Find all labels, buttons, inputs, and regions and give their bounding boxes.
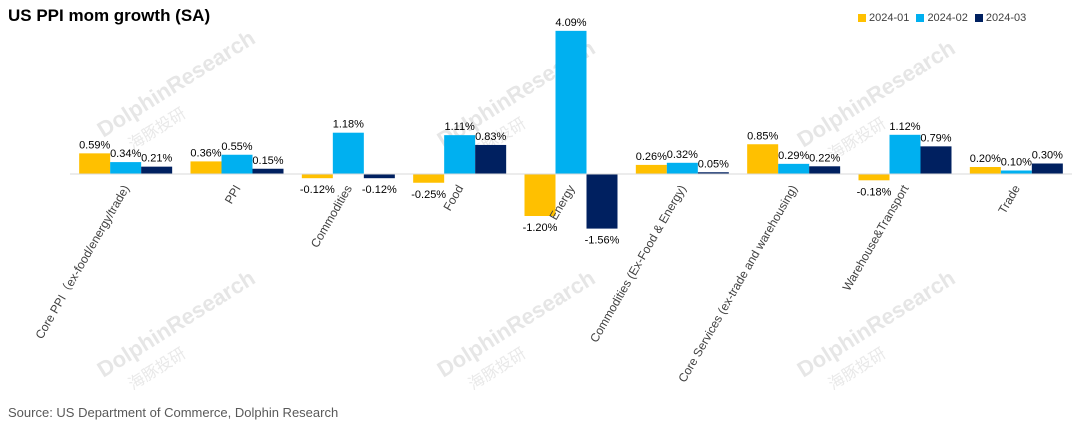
data-label: 0.34% — [110, 148, 141, 160]
bar-2024-03-4 — [586, 174, 618, 229]
bar-2024-03-3 — [475, 144, 507, 174]
bar-2024-01-3 — [413, 174, 445, 183]
bar-2024-02-2 — [332, 132, 364, 174]
data-label: 4.09% — [555, 17, 586, 29]
bar-2024-01-8 — [969, 167, 1001, 174]
bar-2024-01-6 — [747, 144, 779, 174]
bars — [79, 30, 1063, 229]
bar-2024-02-0 — [110, 162, 142, 174]
data-label: 1.11% — [444, 121, 475, 133]
legend-item-2024-01: 2024-01 — [858, 12, 909, 24]
legend: 2024-01 2024-02 2024-03 — [858, 12, 1030, 25]
bar-2024-03-2 — [363, 174, 395, 179]
legend-item-2024-03: 2024-03 — [974, 12, 1027, 24]
bar-2024-01-4 — [524, 174, 556, 216]
data-label: 0.79% — [920, 132, 951, 144]
data-label: 0.36% — [190, 147, 221, 159]
data-label: -1.20% — [523, 222, 558, 234]
legend-swatch — [916, 14, 925, 22]
bar-2024-03-6 — [809, 166, 841, 174]
data-label: 0.85% — [747, 130, 778, 142]
bar-2024-03-7 — [920, 146, 952, 174]
bar-2024-01-5 — [635, 164, 667, 174]
data-label: 0.32% — [667, 149, 698, 161]
bar-2024-03-8 — [1031, 163, 1063, 174]
bar-2024-02-6 — [778, 163, 810, 174]
bar-2024-01-0 — [79, 153, 111, 174]
data-label: 0.21% — [141, 153, 172, 165]
category-label: Warehouse&Transport — [840, 182, 912, 293]
data-label: 0.10% — [1001, 157, 1032, 169]
data-label: 0.26% — [636, 151, 667, 163]
value-labels: 0.59%0.34% 0.21% 0.36%0.55%0.15% -0.12% 1.18… — [79, 17, 1063, 247]
bar-2024-02-7 — [889, 134, 921, 174]
data-label: 0.20% — [970, 153, 1001, 165]
category-label: Trade — [995, 182, 1023, 216]
bar-2024-02-5 — [666, 162, 698, 174]
data-label: 1.18% — [333, 119, 364, 131]
legend-swatch — [858, 14, 866, 22]
bar-2024-01-1 — [190, 161, 222, 174]
legend-swatch — [974, 14, 983, 22]
data-label: 0.05% — [698, 158, 729, 170]
data-label: 0.29% — [778, 150, 809, 162]
data-label: 0.15% — [252, 155, 283, 167]
bar-2024-02-8 — [1000, 170, 1032, 174]
data-label: 1.12% — [889, 121, 920, 133]
data-label: -0.12% — [300, 184, 335, 196]
data-label: -0.25% — [411, 189, 446, 201]
data-label: -0.12% — [362, 184, 397, 196]
bar-2024-02-1 — [221, 154, 253, 174]
legend-label: 2024-02 — [927, 12, 968, 24]
category-label: Food — [440, 183, 466, 214]
data-label: 0.55% — [221, 141, 252, 153]
data-label: -1.56% — [585, 235, 620, 247]
source-note: Source: US Department of Commerce, Dolph… — [8, 405, 339, 420]
data-label: 0.22% — [809, 152, 840, 164]
category-label: PPI — [222, 183, 244, 207]
bar-2024-03-5 — [697, 172, 729, 174]
bar-2024-03-0 — [141, 166, 173, 174]
data-label: 0.30% — [1032, 150, 1063, 162]
category-label: Core PPI（ex-food/energy/trade) — [32, 182, 132, 341]
bar-2024-02-4 — [555, 30, 587, 174]
category-label: Core Services (ex-trade and warehousing) — [675, 183, 800, 385]
bar-2024-03-1 — [252, 168, 284, 174]
chart-title: US PPI mom growth (SA) — [8, 6, 211, 25]
data-label: 0.59% — [79, 139, 110, 151]
bar-2024-01-2 — [301, 174, 333, 179]
bar-2024-02-3 — [444, 135, 476, 174]
data-label: -0.18% — [857, 186, 892, 198]
bar-2024-01-7 — [858, 174, 890, 181]
legend-label: 2024-01 — [869, 12, 910, 24]
legend-item-2024-02: 2024-02 — [916, 12, 968, 24]
legend-label: 2024-03 — [985, 12, 1027, 24]
data-label: 0.83% — [475, 131, 506, 143]
